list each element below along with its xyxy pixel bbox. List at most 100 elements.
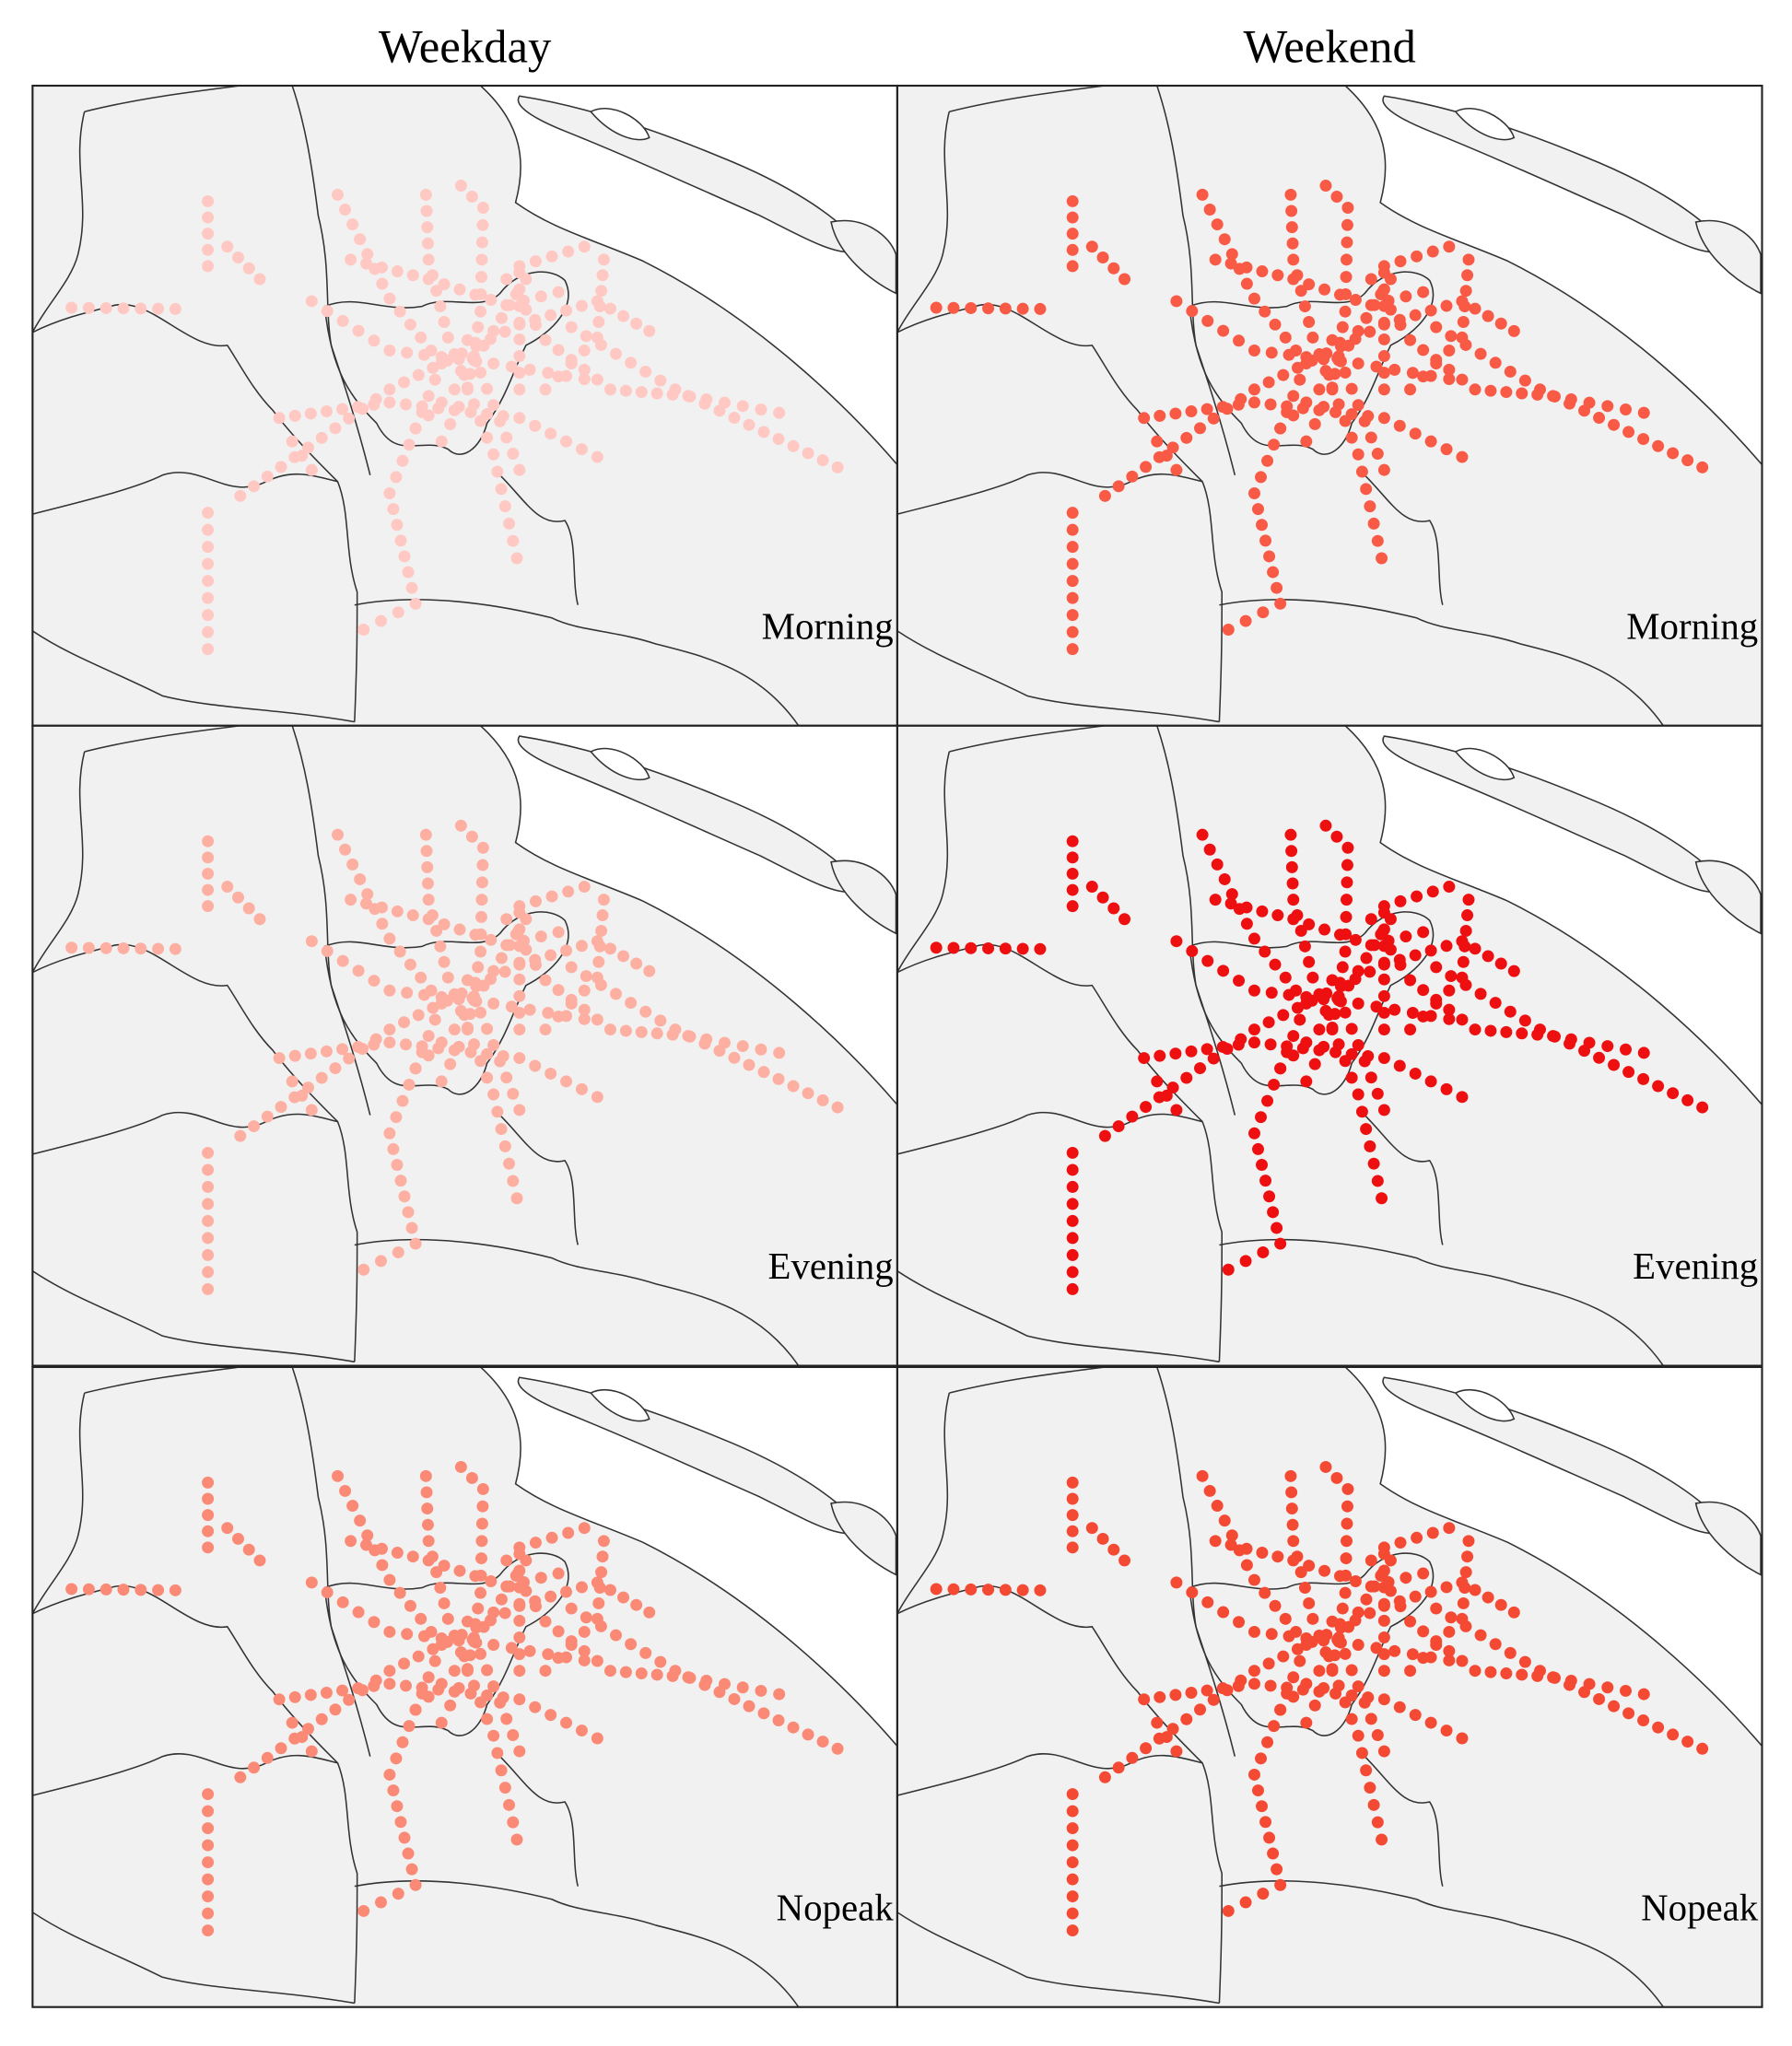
station-dot [1298,940,1311,953]
station-dot [1549,390,1561,403]
station-dot [360,897,373,910]
station-dot [82,301,95,314]
station-dot [592,1596,605,1609]
station-dot [1440,1581,1453,1594]
station-dot [1459,1566,1472,1579]
station-dot [1066,1248,1079,1261]
station-dot [1445,330,1458,343]
station-dot [202,1282,215,1295]
station-dot [1201,1684,1213,1697]
station-dot [398,1190,411,1203]
station-dot [1484,384,1497,397]
station-dot [580,970,592,983]
column-title: Weekend [1243,21,1415,73]
station-dot [1285,205,1298,217]
station-dot [1265,346,1278,359]
station-dot [305,1576,318,1589]
station-dot [406,1550,419,1563]
station-dot [1323,368,1335,381]
station-dot [1364,1782,1376,1795]
station-dot [1247,383,1260,396]
station-dot [422,1535,435,1548]
station-dot [1271,269,1284,282]
station-dot [383,1768,396,1781]
station-dot [1203,1484,1216,1497]
station-dot [1459,285,1472,298]
station-dot [336,1596,349,1608]
station-dot [1016,1584,1029,1596]
station-dot [487,324,500,337]
station-dot [1417,286,1430,298]
station-dot [1313,1023,1326,1036]
station-dot [448,383,461,396]
station-dot [1341,218,1353,231]
station-dot [481,431,494,444]
station-dot [534,1572,547,1584]
station-dot [368,398,381,411]
station-dot [302,441,314,454]
station-dot [560,1010,573,1023]
station-dot [368,334,381,347]
station-dot [1349,294,1362,307]
station-dot [202,1856,215,1869]
panel-label: Morning [1626,605,1758,647]
station-dot [1319,819,1332,832]
station-dot [1608,1700,1621,1713]
station-dot [1247,932,1260,945]
station-dot [1424,1716,1437,1729]
station-dot [387,503,400,516]
station-dot [578,363,591,376]
station-dot [368,1679,381,1692]
station-dot [1377,463,1390,476]
station-dot [234,489,247,502]
station-dot [1218,1514,1231,1527]
station-dot [202,523,215,536]
station-dot [503,298,516,311]
station-dot [495,1123,508,1136]
station-dot [448,1044,461,1057]
station-dot [487,1606,500,1619]
station-dot [1409,949,1422,962]
station-dot [1166,1081,1179,1094]
station-dot [390,1111,403,1124]
station-dot [650,387,663,400]
station-dot [357,624,370,636]
station-dot [402,1847,415,1860]
station-dot [592,316,605,328]
station-dot [1326,974,1339,987]
station-dot [1364,1140,1376,1152]
station-dot [202,1873,215,1886]
station-dot [831,461,844,474]
station-dot [1376,1192,1388,1205]
station-dot [654,374,667,387]
station-dot [1170,463,1183,476]
station-dot [1637,433,1650,446]
station-dot [375,1896,387,1909]
station-dot [422,1690,435,1703]
station-dot [202,1822,215,1835]
station-dot [1286,877,1299,890]
station-dot [1330,830,1343,843]
station-dot [1652,1721,1665,1734]
station-dot [498,1140,511,1152]
station-dot [135,302,147,315]
station-dot [1256,1546,1269,1559]
station-dot [1261,1736,1274,1748]
station-dot [454,1460,467,1473]
station-dot [1578,1045,1591,1058]
station-dot [1371,1175,1384,1187]
station-dot [495,1593,508,1606]
station-dot [1696,1742,1709,1755]
station-dot [1424,1651,1437,1664]
station-dot [354,1514,367,1527]
panel-label: Evening [1633,1245,1758,1287]
station-dot [1364,913,1377,926]
station-dot [1339,305,1352,318]
station-dot [1608,1058,1621,1071]
station-dot [1367,1157,1380,1170]
station-dot [1345,1664,1358,1677]
station-dot [1066,1180,1079,1193]
station-dot [1341,1517,1353,1530]
station-dot [202,575,215,588]
station-dot [755,403,767,415]
